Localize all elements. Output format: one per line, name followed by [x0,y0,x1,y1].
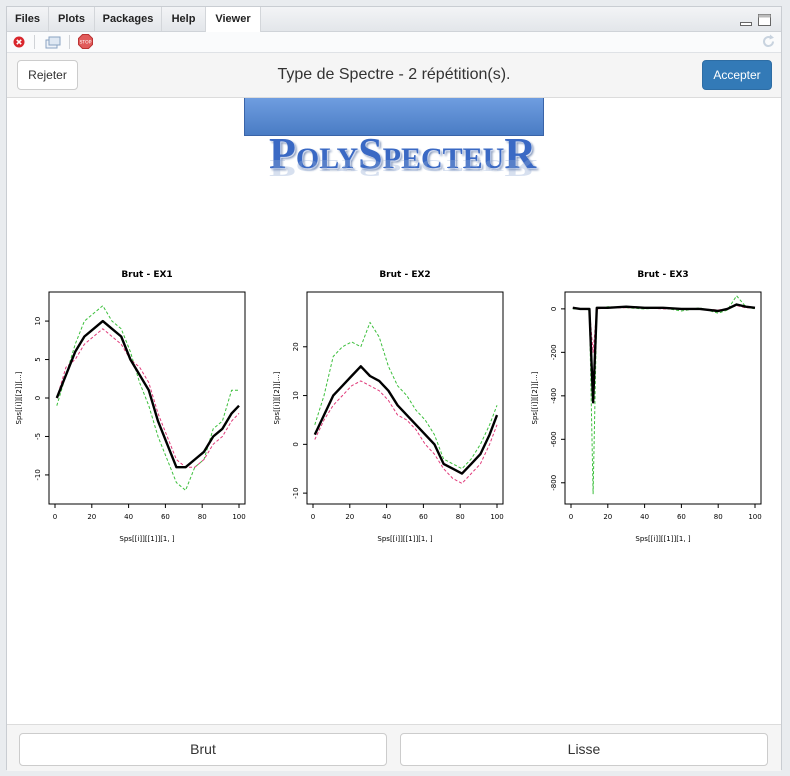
x-tick-label: 80 [714,513,723,521]
x-tick-label: 100 [232,513,245,521]
x-tick-label: 0 [311,513,315,521]
x-axis-label: Sps[[i]][[1]][1, ] [377,535,432,543]
y-axis-label: Sps[[i]][[2]][...] [15,371,23,424]
svg-text:STOP: STOP [80,40,92,46]
y-tick-label: 20 [292,342,300,351]
tab-viewer[interactable]: Viewer [205,7,261,32]
lisse-button[interactable]: Lisse [400,733,768,766]
plot-brut-ex1: Brut - EX1 0 20 40 60 80 100 -10 -5 0 5 10 Sps[[i]][… [15,270,246,543]
y-tick-label: -200 [550,344,558,360]
tab-packages[interactable]: Packages [95,7,162,31]
y-tick-label: -400 [550,388,558,404]
chart-title: Brut - EX3 [637,270,688,280]
x-tick-label: 20 [345,513,354,521]
y-axis-label: Sps[[i]][[2]][...] [531,371,539,424]
y-tick-label: -600 [550,431,558,447]
viewer-pane: Files Plots Packages Help Viewer STOP Re… [6,6,782,771]
accept-button[interactable]: Accepter [702,60,772,90]
minimize-icon[interactable] [740,14,752,32]
toolbar-separator [34,35,35,49]
series-line-2 [572,295,756,495]
x-tick-label: 40 [124,513,133,521]
x-tick-label: 100 [748,513,761,521]
tab-help[interactable]: Help [162,7,206,31]
viewer-toolbar: STOP [7,32,781,53]
series-line-3 [56,328,240,468]
y-tick-label: -10 [292,487,300,498]
tab-files[interactable]: Files [7,7,49,31]
gadget-title-bar: Rejeter Type de Spectre - 2 répétition(s… [7,53,781,98]
chart-title: Brut - EX2 [379,270,430,280]
x-axis-label: Sps[[i]][[1]][1, ] [119,535,174,543]
y-tick-label: 10 [34,317,42,326]
brut-button[interactable]: Brut [19,733,387,766]
refresh-icon[interactable] [761,34,776,54]
page-title: Type de Spectre - 2 répétition(s). [277,66,511,83]
viewer-content: POLYSPECTEUR POLYSPECTEUR Brut - EX1 0 20 4… [7,98,781,724]
x-tick-label: 80 [198,513,207,521]
reject-button[interactable]: Rejeter [17,60,78,90]
tab-plots[interactable]: Plots [49,7,95,31]
y-tick-label: 0 [292,442,300,446]
y-axis-label: Sps[[i]][[2]][...] [273,371,281,424]
y-tick-label: 5 [34,357,42,361]
toolbar-separator [69,35,70,49]
export-icon[interactable] [45,35,61,54]
series-line-1 [313,365,499,475]
x-tick-label: 100 [490,513,503,521]
x-tick-label: 60 [161,513,170,521]
x-tick-label: 80 [456,513,465,521]
x-tick-label: 0 [569,513,573,521]
y-tick-label: -800 [550,475,558,491]
x-tick-label: 40 [640,513,649,521]
x-tick-label: 0 [53,513,57,521]
series-line-3 [314,380,498,484]
clear-icon[interactable] [13,35,25,53]
series-line-1 [55,319,240,469]
pane-tabbar: Files Plots Packages Help Viewer [7,7,781,32]
x-tick-label: 60 [677,513,686,521]
plot-frame [48,291,246,505]
y-tick-label: -10 [34,469,42,480]
y-tick-label: 10 [292,391,300,400]
series-line-3 [572,305,755,353]
y-tick-label: -5 [34,433,42,440]
maximize-icon[interactable] [758,13,771,31]
stop-icon[interactable]: STOP [78,34,93,54]
logo-reflection: POLYSPECTEUR [269,154,537,182]
plot-frame [564,291,762,505]
series-line-2 [56,305,239,491]
y-tick-label: 0 [34,396,42,400]
plot-frame [306,291,504,505]
plot-brut-ex3: Brut - EX3 0 20 40 60 80 100 -800 -600 -400 -200 0 S… [531,270,762,543]
x-tick-label: 20 [87,513,96,521]
plot-brut-ex2: Brut - EX2 0 20 40 60 80 100 -10 0 10 20 Sps[[i]][[… [273,270,504,543]
x-axis-label: Sps[[i]][[1]][1, ] [635,535,690,543]
x-tick-label: 60 [419,513,428,521]
logo-banner [244,98,544,136]
polyspecteur-logo: POLYSPECTEUR [269,129,537,178]
x-tick-label: 40 [382,513,391,521]
footer-bar: Brut Lisse [7,724,781,771]
series-line-2 [314,321,498,470]
x-tick-label: 20 [603,513,612,521]
y-tick-label: 0 [550,307,558,311]
series-line-1 [572,303,756,404]
chart-title: Brut - EX1 [121,270,172,280]
